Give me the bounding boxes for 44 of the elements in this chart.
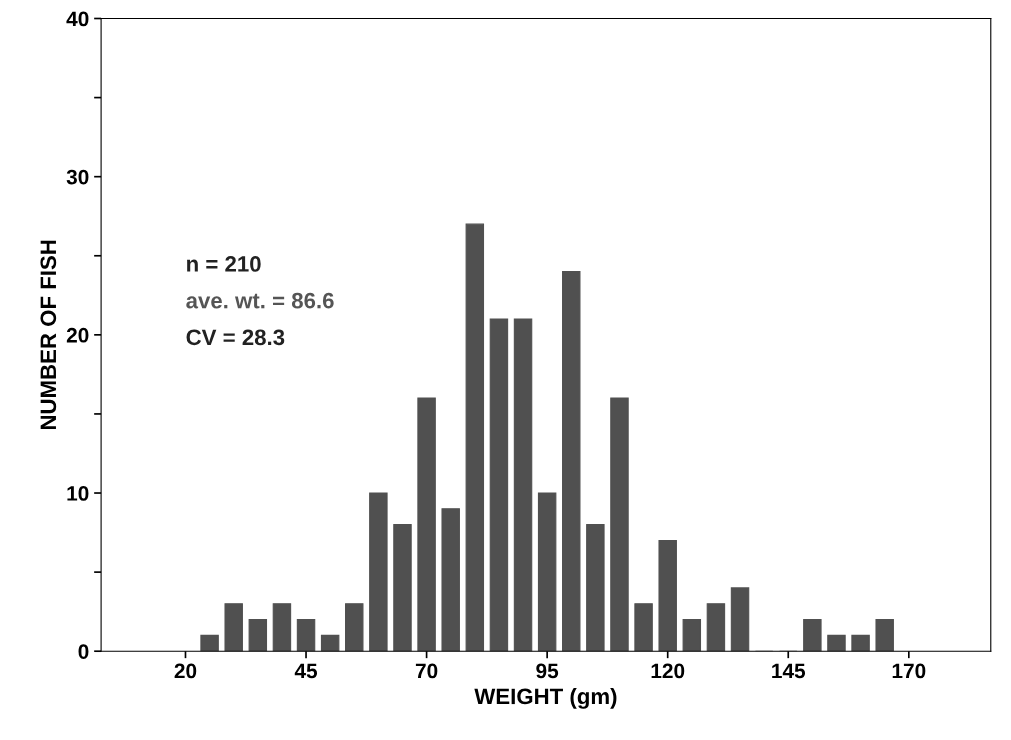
y-tick-label: 30 [66,169,89,185]
y-tick-label: 10 [67,486,89,501]
bar [200,634,219,652]
bar [658,539,677,652]
bar [586,524,605,652]
bar [851,634,870,652]
x-tick-label: 120 [651,663,685,679]
x-axis-title: WEIGHT (gm) [474,687,617,709]
bar [417,397,436,652]
bar [562,271,581,652]
y-tick-label: 40 [66,11,89,27]
annotation: ave. wt. = 86.6 [186,292,334,309]
x-tick-label: 45 [294,663,318,679]
bar [706,603,726,652]
bar [345,603,364,652]
bar [537,492,557,652]
y-axis-title: NUMBER OF FISH [40,240,57,430]
bar [441,508,460,652]
bar [296,619,316,652]
bar [827,634,846,652]
bar [465,223,485,652]
x-tick-label: 170 [892,663,926,679]
bar [682,619,702,652]
x-tick-label: 95 [536,663,559,679]
bar [489,318,509,652]
y-tick-label: 20 [66,327,89,343]
y-tick-label: 0 [78,644,89,659]
bar [393,524,412,652]
bar [224,603,243,652]
bar [610,397,629,652]
bar [248,619,268,652]
x-tick-label: 145 [772,663,806,679]
annotation: n = 210 [187,256,261,272]
x-tick-label: 20 [174,663,197,679]
x-tick-label: 70 [415,663,438,679]
bar [513,318,533,652]
bar [875,619,894,652]
bar [272,603,292,652]
bar [320,634,340,652]
bar [369,492,388,652]
bar [634,603,653,652]
bar [803,619,822,652]
bar [730,587,750,652]
annotation: CV = 28.3 [186,329,285,346]
